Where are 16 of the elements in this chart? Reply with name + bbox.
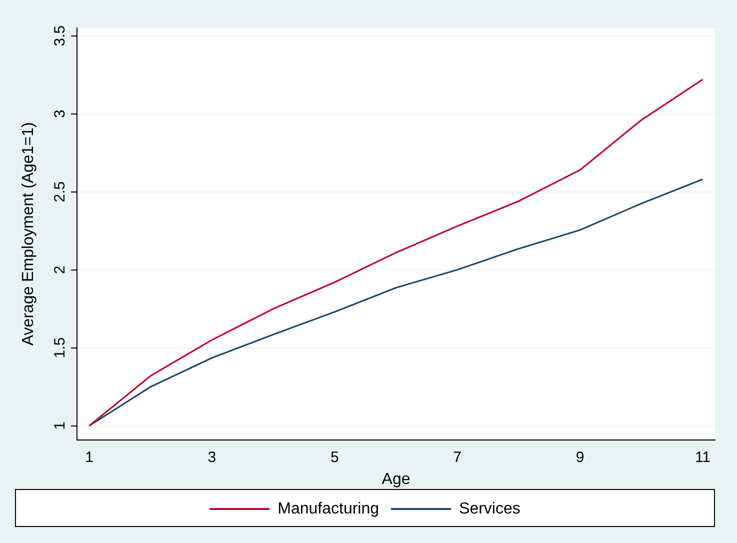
x-tick-label: 9: [576, 448, 584, 466]
x-tick-label: 11: [694, 448, 711, 466]
y-tick-label: 2.5: [52, 181, 69, 202]
y-axis-title: Average Employment (Age1=1): [20, 122, 38, 346]
legend-label: Services: [459, 500, 520, 518]
y-tick-label: 2: [52, 266, 69, 274]
x-tick-label: 5: [330, 448, 339, 466]
legend-label: Manufacturing: [278, 500, 380, 518]
y-tick-label: 1: [52, 422, 69, 430]
x-tick-label: 7: [453, 448, 462, 466]
y-tick-label: 3: [52, 110, 69, 118]
x-axis-title: Age: [382, 470, 410, 488]
y-tick-label: 3.5: [52, 25, 69, 46]
x-tick-label: 1: [85, 448, 94, 466]
x-tick-label: 3: [208, 448, 216, 466]
y-tick-label: 1.5: [52, 337, 69, 358]
